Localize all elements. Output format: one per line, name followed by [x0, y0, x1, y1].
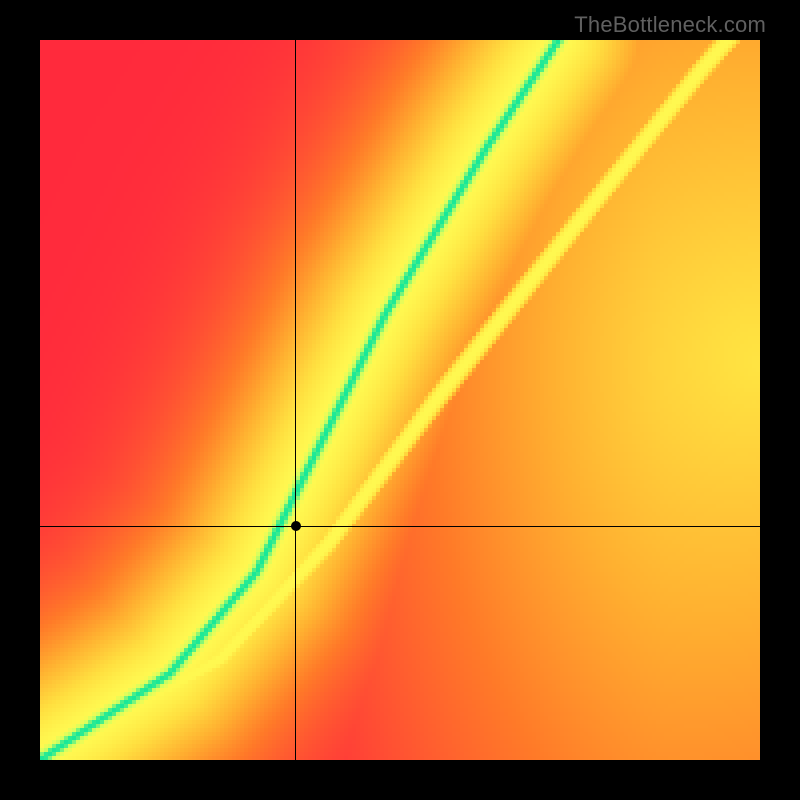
watermark-text: TheBottleneck.com [574, 12, 766, 38]
bottleneck-heatmap [40, 40, 760, 760]
crosshair-horizontal [40, 526, 760, 527]
chart-container: TheBottleneck.com [0, 0, 800, 800]
crosshair-vertical [295, 40, 296, 760]
selection-marker [291, 521, 301, 531]
